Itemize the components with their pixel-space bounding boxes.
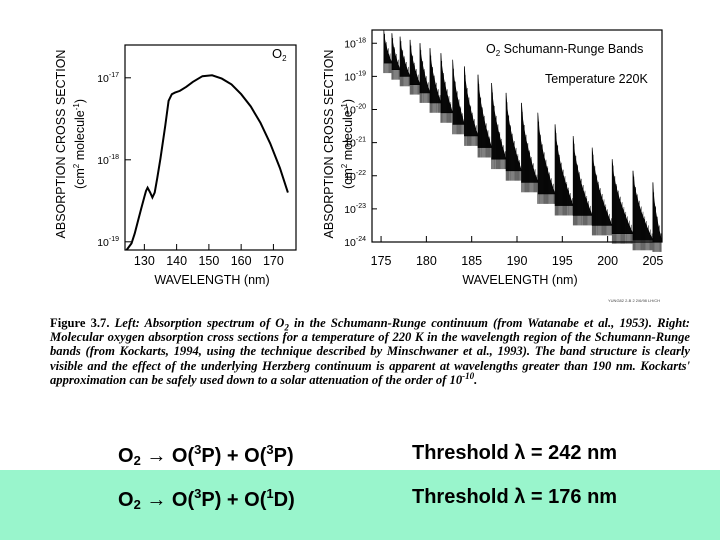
reaction-row-2: O2 → O(3P) + O(1D) Threshold λ = 176 nm: [0, 470, 720, 540]
left-series-label: O2: [272, 46, 287, 63]
right-band: [399, 36, 411, 77]
right-chart: ABSORPTION CROSS SECTION (cm2 molecule-1…: [322, 29, 664, 303]
right-y-tick-label: 10-19: [344, 70, 366, 83]
left-y-tick-label: 10-18: [97, 154, 119, 167]
right-band: [419, 43, 431, 94]
right-y-tick-label: 10-21: [344, 137, 366, 150]
right-x-axis-title: WAVELENGTH (nm): [462, 273, 577, 287]
right-y-tick-label: 10-23: [344, 203, 366, 216]
right-band: [391, 33, 401, 70]
left-x-tick-label: 160: [231, 254, 252, 268]
reaction-equation: O2 → O(3P) + O(1D): [118, 486, 295, 512]
reaction-row-1: O2 → O(3P) + O(3P) Threshold λ = 242 nm: [0, 434, 720, 474]
right-subtitle: Temperature 220K: [545, 72, 649, 86]
left-y-tick-label: 10-19: [97, 236, 119, 249]
right-title: O2 Schumann-Runge Bands: [486, 42, 643, 58]
right-x-tick-label: 185: [461, 254, 482, 268]
left-plot-frame: [124, 44, 297, 251]
left-x-axis-title: WAVELENGTH (nm): [154, 273, 269, 287]
right-x-tick-label: 205: [643, 254, 664, 268]
left-y-axis-units: (cm2 molecule-1): [72, 99, 87, 189]
left-chart: ABSORPTION CROSS SECTION (cm2 molecule-1…: [54, 44, 297, 287]
left-x-tick-label: 150: [198, 254, 219, 268]
left-x-tick-label: 130: [134, 254, 155, 268]
caption-text-2: in the Schumann-Runge continuum (from Wa…: [50, 316, 690, 387]
right-y-axis-title: ABSORPTION CROSS SECTION: [322, 50, 336, 239]
right-x-tick-label: 180: [416, 254, 437, 268]
right-x-tick-label: 200: [597, 254, 618, 268]
right-y-tick-label: 10-24: [344, 236, 366, 249]
right-y-axis-units: (cm2 molecule-1): [340, 99, 355, 189]
figure-small-text: YUNG82 2-B 2 2/6/98 LH/CH: [608, 298, 660, 303]
left-x-tick-label: 140: [166, 254, 187, 268]
caption-label: Figure 3.7.: [50, 316, 110, 330]
right-x-tick-label: 195: [552, 254, 573, 268]
caption-o2-subscript: 2: [284, 322, 289, 333]
right-x-tick-label: 175: [371, 254, 392, 268]
threshold-text: Threshold λ = 176 nm: [412, 486, 618, 508]
left-series-line: [125, 74, 289, 251]
right-x-tick-label: 190: [507, 254, 528, 268]
reaction-equation: O2 → O(3P) + O(3P): [118, 442, 294, 468]
right-series-bands: [383, 29, 663, 252]
left-y-axis-title: ABSORPTION CROSS SECTION: [54, 50, 68, 239]
threshold-text: Threshold λ = 242 nm: [412, 442, 618, 464]
figure-3-7: ABSORPTION CROSS SECTION (cm2 molecule-1…: [54, 29, 664, 303]
arrow-icon: →: [146, 489, 167, 511]
right-band: [505, 92, 522, 172]
left-x-tick-label: 170: [263, 254, 284, 268]
right-band: [383, 29, 393, 64]
arrow-icon: →: [146, 445, 167, 467]
left-y-tick-label: 10-17: [97, 72, 119, 85]
caption-end: .: [474, 372, 478, 387]
caption-exponent: -10: [462, 370, 475, 381]
right-band: [409, 39, 421, 85]
right-y-tick-label: 10-20: [344, 104, 366, 117]
figure-caption: Figure 3.7. Left: Absorption spectrum of…: [50, 316, 690, 387]
caption-text-1: Left: Absorption spectrum of O: [114, 316, 285, 330]
right-y-tick-label: 10-18: [344, 37, 366, 50]
right-band: [611, 159, 634, 234]
right-y-tick-label: 10-22: [344, 170, 366, 183]
